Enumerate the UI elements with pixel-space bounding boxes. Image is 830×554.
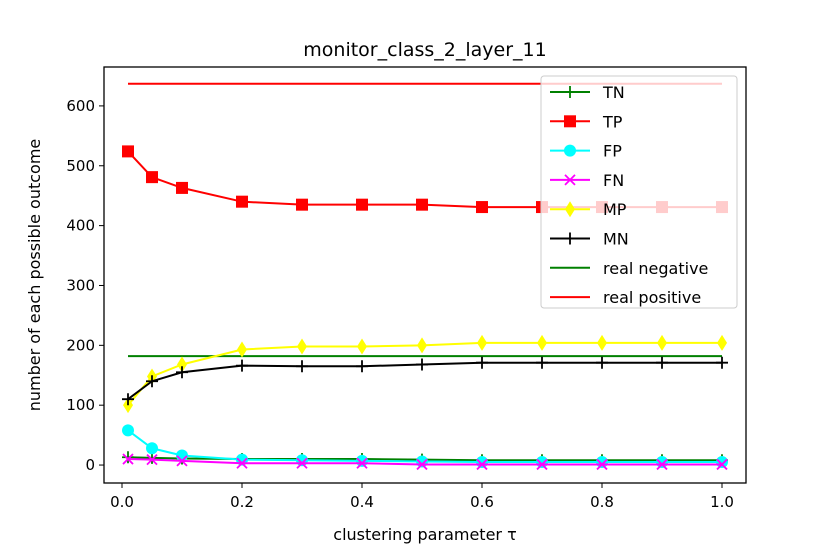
data-point-fn [236, 457, 248, 469]
data-point-mn [122, 393, 134, 406]
data-point-fn [146, 454, 158, 466]
data-point-tp [176, 181, 188, 194]
x-axis-label: clustering parameter τ [333, 525, 516, 544]
data-point-mp [177, 356, 187, 373]
legend-marker-mn [564, 232, 576, 245]
legend-box [540, 75, 738, 309]
data-point-mn [596, 356, 608, 369]
data-point-fn [596, 458, 608, 471]
legend-label-real-positive: real positive [603, 288, 701, 307]
data-point-fp [356, 454, 368, 467]
data-point-mn [296, 360, 308, 373]
legend-label-fp: FP [603, 142, 622, 161]
x-tick-label: 0.8 [590, 493, 614, 511]
legend-marker-fn [564, 174, 576, 186]
data-point-fn [476, 458, 488, 471]
axes-frame [103, 66, 747, 484]
series-line-fn [127, 458, 722, 466]
plot-area [122, 82, 728, 471]
y-tick-label: 300 [66, 276, 95, 294]
series-line-mp [127, 341, 722, 406]
data-point-fp [656, 456, 668, 469]
legend-label-tn: TN [602, 83, 625, 102]
series-line-mn [127, 361, 722, 401]
data-point-mn [716, 356, 728, 369]
data-point-mn [536, 356, 548, 369]
data-point-mp [237, 341, 247, 358]
legend: TN TP FP FN MP MN real negative real positive [540, 75, 738, 309]
data-point-fn [356, 457, 368, 469]
y-tick-label: 200 [66, 336, 95, 354]
data-point-tp [296, 198, 308, 211]
data-point-tp [146, 171, 158, 184]
x-tick-label: 1.0 [710, 493, 734, 511]
data-point-mp [537, 334, 547, 351]
data-point-tp [356, 198, 368, 211]
data-point-tp [236, 195, 248, 208]
data-point-fn [176, 455, 188, 467]
x-tick-label: 0.2 [230, 493, 254, 511]
data-point-tp [122, 145, 134, 158]
x-tick-label: 0.6 [470, 493, 494, 511]
legend-label-tp: TP [602, 112, 623, 131]
legend-marker-fp [564, 144, 576, 157]
data-point-fp [476, 456, 488, 469]
data-point-fp [536, 456, 548, 469]
data-point-fn [122, 453, 134, 465]
data-point-mn [176, 366, 188, 379]
data-point-fn [536, 458, 548, 471]
data-point-mp [357, 338, 367, 355]
x-tick-label: 0.0 [110, 493, 134, 511]
data-point-mp [417, 337, 427, 354]
data-point-mn [476, 356, 488, 369]
data-point-mp [597, 334, 607, 351]
data-point-tp [416, 198, 428, 211]
data-point-mn [236, 359, 248, 372]
legend-marker-tp [564, 115, 576, 128]
data-point-mp [657, 334, 667, 351]
data-point-fp [596, 456, 608, 469]
data-point-fp [716, 456, 728, 469]
data-point-fn [716, 458, 728, 471]
data-point-fn [416, 458, 428, 471]
data-point-mn [356, 360, 368, 373]
data-point-tp [476, 201, 488, 214]
y-tick-label: 400 [66, 217, 95, 235]
data-point-mn [146, 375, 158, 388]
data-point-fp [122, 424, 134, 437]
y-axis-label: number of each possible outcome [25, 139, 44, 412]
legend-marker-mp [565, 201, 575, 218]
legend-label-fn: FN [603, 171, 624, 190]
y-tick-label: 600 [66, 97, 95, 115]
y-tick-label: 0 [85, 456, 95, 474]
data-point-mn [656, 356, 668, 369]
y-tick-label: 500 [66, 157, 95, 175]
data-point-mn [416, 358, 428, 371]
chart-title: monitor_class_2_layer_11 [303, 39, 546, 61]
y-tick-label: 100 [66, 396, 95, 414]
legend-label-mp: MP [603, 200, 627, 219]
legend-label-real-negative: real negative [603, 259, 708, 278]
axis-ticks: 0.0 0.2 0.4 0.6 0.8 1.0 0 100 200 300 400 500 600 [66, 97, 734, 511]
data-point-mp [297, 338, 307, 355]
data-point-fn [296, 457, 308, 469]
data-point-fn [656, 458, 668, 471]
data-point-fp [146, 442, 158, 455]
x-tick-label: 0.4 [350, 493, 374, 511]
legend-label-mn: MN [603, 230, 629, 249]
data-point-mp [477, 334, 487, 351]
data-point-mp [717, 334, 727, 351]
legend-marker-tn [564, 86, 576, 98]
data-point-tn [122, 451, 134, 464]
